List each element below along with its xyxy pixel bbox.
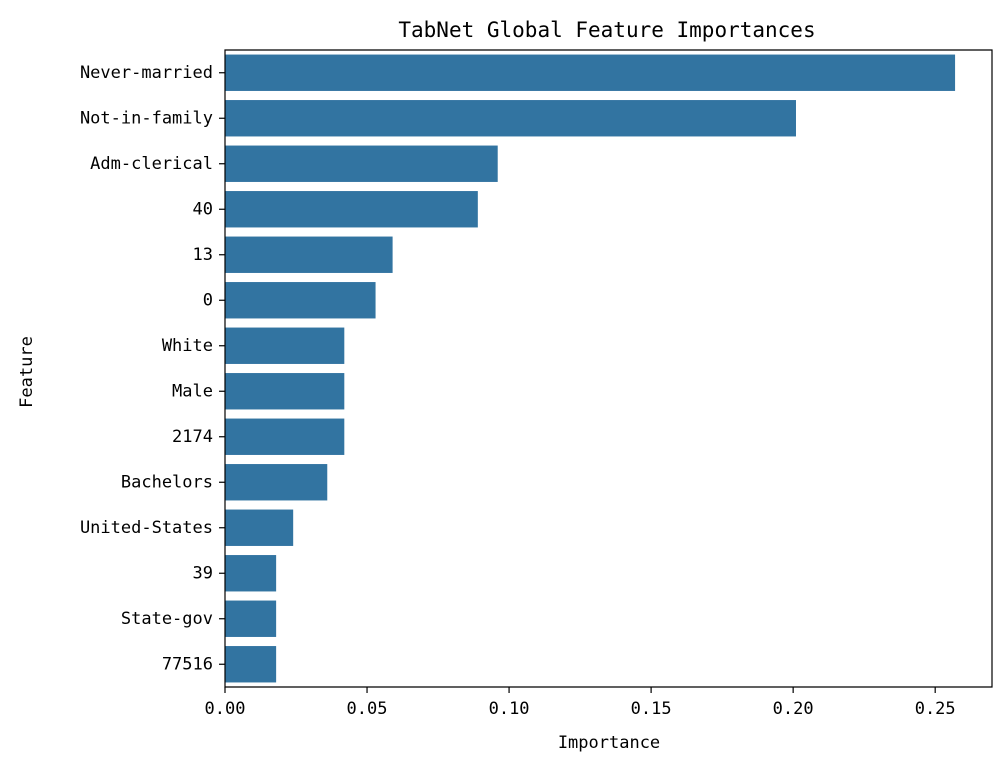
bar-united-states [225, 509, 294, 546]
x-tick-label: 0.20 [773, 699, 814, 719]
x-tick-label: 0.25 [915, 699, 956, 719]
y-tick-label: Adm-clerical [90, 154, 213, 174]
bar-male [225, 373, 345, 410]
bar-adm-clerical [225, 145, 498, 182]
y-tick-label: 77516 [162, 654, 213, 674]
x-axis-ticks: 0.00 0.05 0.10 0.15 0.20 0.25 [205, 687, 956, 719]
x-tick-label: 0.00 [205, 699, 246, 719]
y-tick-label: 0 [203, 290, 213, 310]
chart-title: TabNet Global Feature Importances [398, 18, 815, 42]
y-tick-label: 2174 [172, 427, 213, 447]
y-tick-label: Bachelors [121, 472, 213, 492]
y-tick-label: United-States [80, 518, 213, 538]
bar-not-in-family [225, 100, 796, 137]
y-tick-label: Male [172, 381, 213, 401]
y-axis-ticks: Never-married Not-in-family Adm-clerical 40… [80, 63, 225, 674]
bar-bachelors [225, 464, 328, 501]
y-tick-label: 13 [193, 245, 213, 265]
y-tick-label: State-gov [121, 609, 213, 629]
x-tick-label: 0.10 [489, 699, 530, 719]
bar-state-gov [225, 600, 277, 637]
y-tick-label: Not-in-family [80, 108, 213, 128]
bar-2174 [225, 418, 345, 455]
bar-77516 [225, 646, 277, 683]
bar-40 [225, 191, 478, 228]
y-tick-label: White [162, 336, 213, 356]
bars-group [225, 54, 956, 683]
y-tick-label: Never-married [80, 63, 213, 83]
x-tick-label: 0.15 [631, 699, 672, 719]
y-tick-label: 40 [193, 199, 213, 219]
bar-never-married [225, 54, 956, 91]
y-tick-label: 39 [193, 563, 213, 583]
y-axis-label: Feature [17, 336, 37, 408]
bar-13 [225, 236, 393, 273]
axes-frame [224, 49, 993, 688]
bar-39 [225, 555, 277, 592]
bar-white [225, 327, 345, 364]
x-axis-label: Importance [558, 733, 660, 753]
bar-0 [225, 282, 376, 319]
x-tick-label: 0.05 [347, 699, 388, 719]
